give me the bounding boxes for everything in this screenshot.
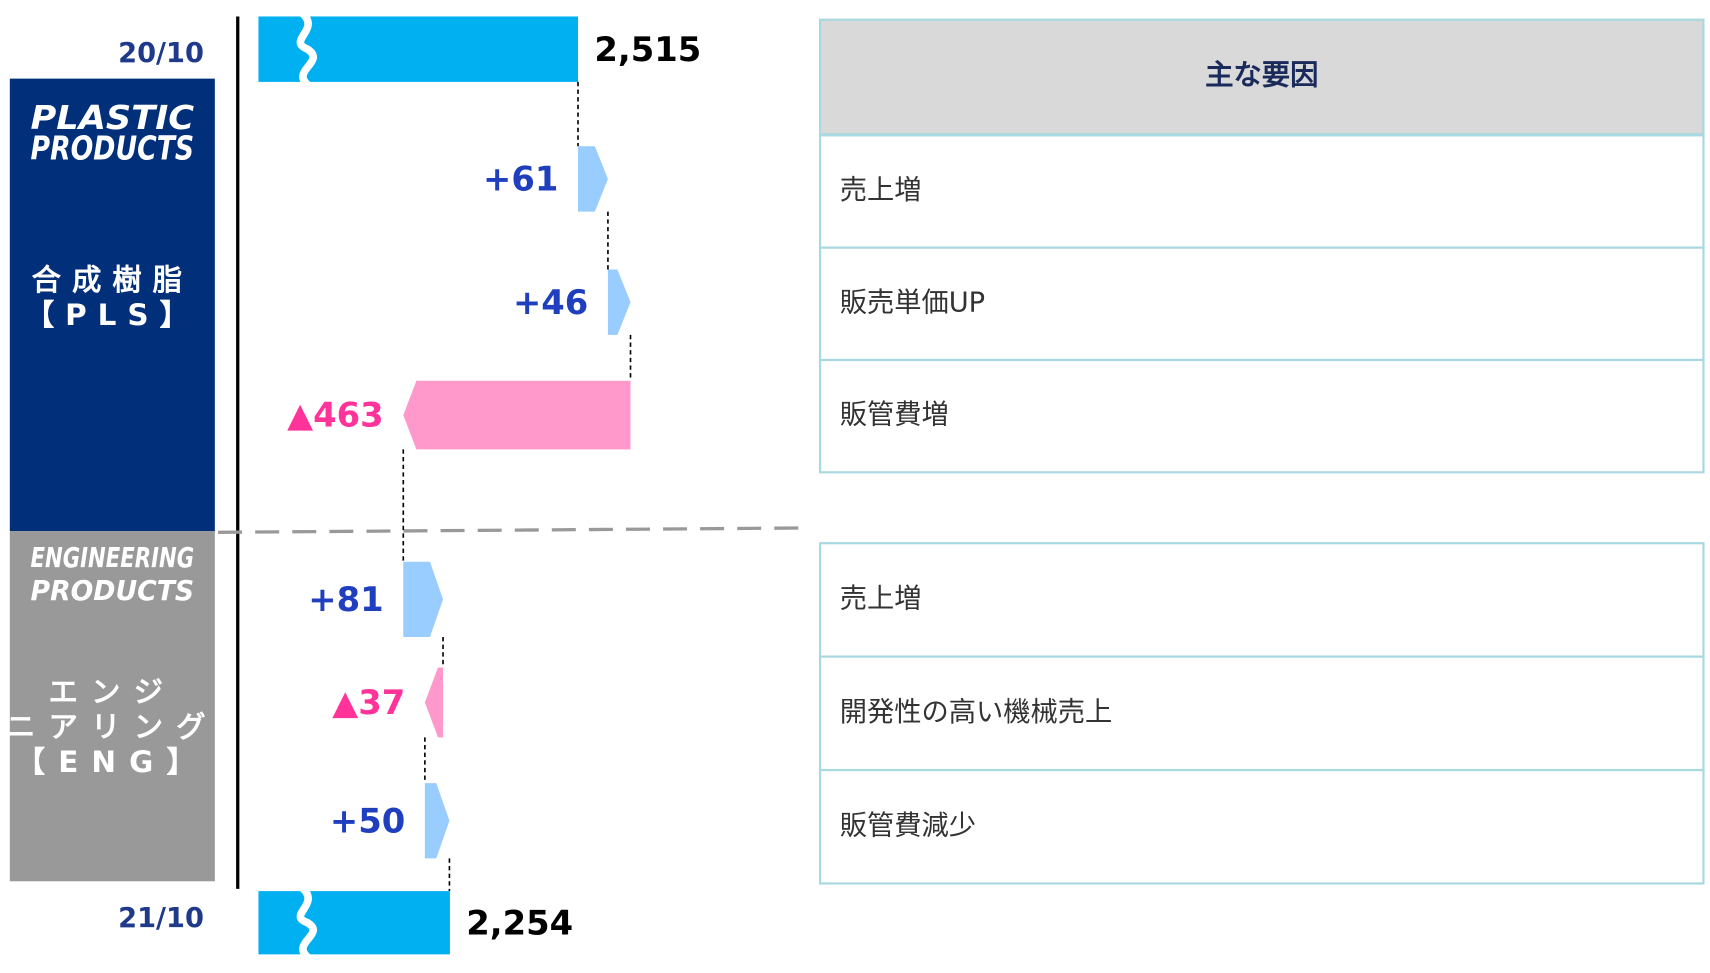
section-logo: PLASTIC — [31, 99, 195, 137]
value-label: +81 — [308, 580, 383, 619]
total-bar — [258, 891, 450, 955]
decrease-bar — [403, 380, 631, 450]
section-name: エンジ — [49, 675, 177, 709]
eng-panel — [9, 531, 215, 882]
table-header-bg — [819, 18, 1705, 136]
table-row: 販管費増 — [840, 400, 949, 431]
section-name: 【PLS】 — [25, 298, 200, 332]
pls-panel — [9, 78, 215, 532]
table-cell — [819, 134, 1705, 249]
value-label: ▲37 — [332, 683, 405, 722]
decrease-bar — [424, 667, 444, 738]
value-label: +50 — [330, 801, 405, 840]
table-cell — [819, 542, 1705, 658]
section-logo: PRODUCTS — [31, 576, 195, 607]
table-cell — [819, 358, 1705, 474]
table-row: 販管費減少 — [840, 810, 976, 841]
value-label: 2,515 — [594, 30, 701, 69]
increase-bar — [403, 561, 444, 637]
category-label: 20/10 — [118, 38, 204, 69]
table-cell — [819, 655, 1705, 772]
table-header: 主な要因 — [1205, 58, 1318, 91]
value-label: ▲463 — [287, 396, 384, 435]
section-name: 【ENG】 — [16, 745, 209, 779]
table-row: 売上増 — [840, 175, 922, 206]
section-name: 合成樹脂 — [32, 263, 193, 297]
category-label: 21/10 — [118, 903, 204, 934]
value-label: +46 — [513, 283, 588, 322]
increase-bar — [607, 269, 631, 335]
value-label: 2,254 — [466, 903, 573, 942]
table-row: 売上増 — [840, 583, 922, 614]
table-row: 開発性の高い機械売上 — [840, 697, 1113, 728]
value-label: +61 — [483, 160, 558, 199]
table-cell — [819, 246, 1705, 362]
section-divider — [218, 526, 808, 534]
section-logo: ENGINEERING — [31, 543, 195, 574]
axis-break — [296, 883, 317, 962]
increase-bar — [577, 146, 608, 212]
axis-break — [296, 9, 317, 90]
increase-bar — [424, 783, 450, 859]
section-logo: PRODUCTS — [31, 130, 195, 168]
table-row: 販売単価UP — [840, 287, 985, 318]
section-name: ニアリング — [6, 710, 219, 744]
table-cell — [819, 768, 1705, 885]
